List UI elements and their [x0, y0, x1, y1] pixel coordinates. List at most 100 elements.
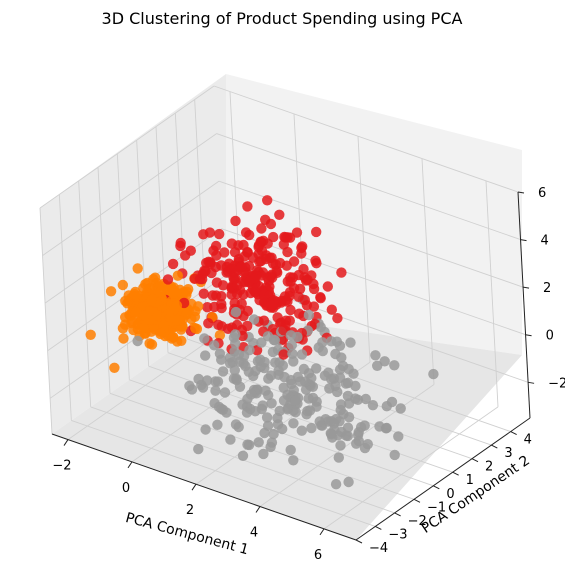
data-point [198, 229, 209, 240]
data-point [193, 443, 204, 455]
data-point [350, 380, 361, 392]
data-point [168, 288, 179, 299]
data-point [214, 228, 225, 240]
gridline-y-floor [71, 420, 376, 527]
gridline-y-left [78, 180, 92, 407]
data-point [198, 288, 209, 299]
data-point [285, 444, 296, 456]
data-point [286, 339, 297, 351]
data-point [210, 385, 221, 396]
data-point [240, 227, 252, 238]
data-point [118, 333, 129, 344]
data-point [201, 257, 212, 269]
data-point [250, 287, 261, 298]
data-point [155, 328, 166, 340]
gridline-x-back [421, 158, 435, 385]
x-tick-label: −2 [52, 459, 71, 474]
data-point [231, 374, 242, 386]
data-point [203, 318, 214, 329]
data-point [333, 452, 344, 463]
data-point [85, 329, 96, 340]
data-point [367, 400, 379, 411]
gridline-x-floor [259, 384, 435, 507]
data-point [273, 365, 284, 376]
data-point [230, 215, 241, 227]
data-point [266, 300, 277, 311]
x-axis-line [51, 433, 357, 541]
data-point [353, 427, 364, 438]
floor-pane [52, 312, 522, 540]
data-point [200, 424, 211, 435]
y-tick-label: 3 [504, 446, 512, 461]
data-point [225, 434, 236, 445]
data-point [311, 226, 322, 238]
y-tick-label-mark [510, 431, 517, 436]
data-point [200, 350, 211, 361]
data-point [216, 291, 227, 302]
gridline-z-left [44, 180, 220, 304]
data-point [343, 398, 355, 409]
data-point [389, 449, 400, 461]
data-point [274, 257, 286, 269]
y-tick-label: 4 [524, 433, 532, 448]
data-point [172, 270, 183, 281]
data-point [262, 420, 274, 431]
data-point [185, 245, 196, 256]
gridline-z-back [213, 85, 519, 193]
data-point [119, 319, 131, 330]
data-point [295, 376, 306, 387]
y-tick-label: −2 [408, 514, 427, 529]
data-point [197, 382, 209, 393]
data-point [199, 265, 210, 276]
y-tick-label: −1 [427, 500, 446, 515]
data-point [242, 320, 253, 332]
data-point [216, 403, 227, 414]
data-point [255, 256, 267, 267]
data-point [326, 304, 337, 315]
data-point [139, 310, 150, 321]
z-tick-label-mark [525, 334, 532, 337]
data-point [336, 267, 347, 278]
data-point [335, 404, 346, 416]
data-point [317, 345, 328, 357]
data-point [319, 370, 331, 381]
data-point [314, 416, 325, 427]
data-point [155, 285, 166, 297]
data-point [242, 201, 253, 212]
y-tick-label: 2 [485, 460, 493, 475]
data-point [120, 312, 131, 323]
data-point [209, 340, 220, 351]
x-tick-label-mark [255, 506, 261, 513]
data-point [322, 281, 333, 292]
data-point [256, 245, 268, 257]
data-point [230, 306, 242, 318]
data-point [184, 380, 195, 392]
data-point [258, 448, 269, 460]
data-point [331, 336, 343, 347]
y-tick-label-mark [394, 512, 401, 517]
data-point [298, 363, 310, 375]
data-point [146, 294, 157, 306]
data-point [105, 286, 117, 297]
data-point [266, 252, 277, 263]
data-point [278, 325, 289, 336]
chart-title: 3D Clustering of Product Spending using … [102, 9, 463, 28]
data-point [379, 356, 390, 367]
data-point [261, 412, 273, 423]
data-point [288, 455, 299, 466]
data-point [336, 352, 347, 363]
z-tick-label-mark [528, 381, 535, 384]
data-point [219, 247, 230, 258]
y-axis-line [355, 417, 531, 541]
z-tick-label: 0 [546, 329, 554, 344]
data-point [287, 348, 298, 359]
gridline-z-left [39, 85, 215, 209]
data-point [243, 366, 254, 377]
data-point [326, 429, 337, 440]
gridline-x-floor [67, 317, 243, 440]
data-point [171, 300, 183, 311]
data-point [231, 288, 243, 300]
data-point [194, 273, 206, 285]
data-point [296, 349, 308, 360]
x-tick-label-mark [191, 483, 197, 491]
